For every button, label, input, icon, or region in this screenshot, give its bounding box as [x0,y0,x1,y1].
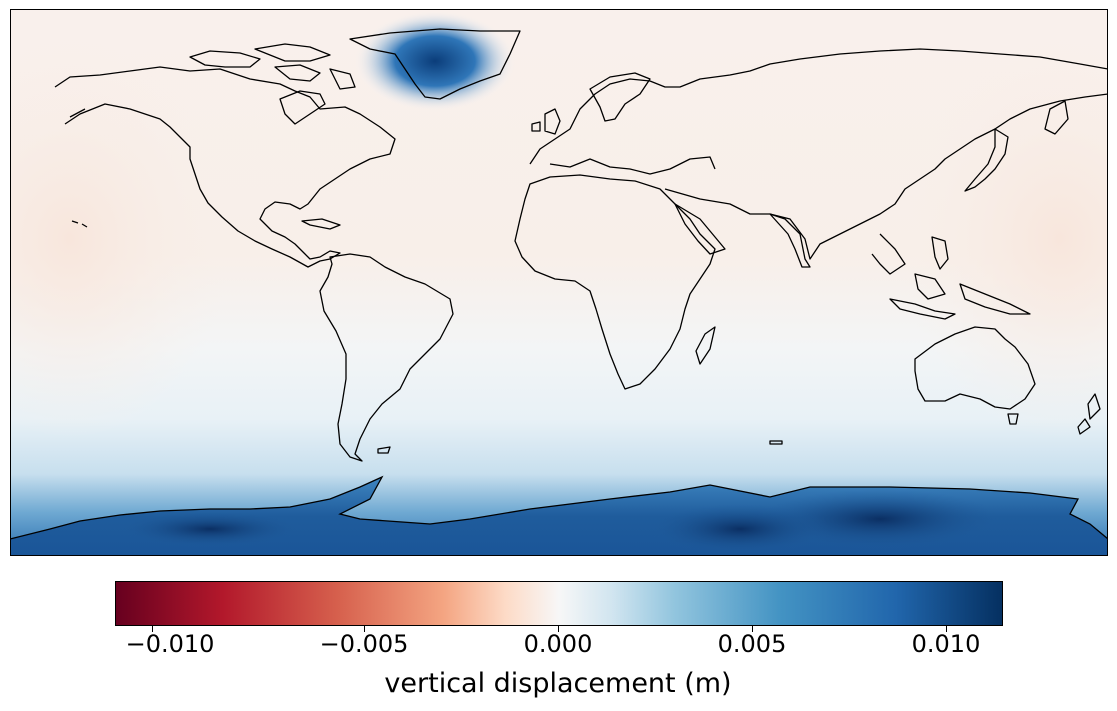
kamchatka [1044,100,1069,135]
antarctica-east-anomaly-2 [650,504,830,554]
world-map [10,9,1108,556]
coastlines [54,28,1108,462]
colorbar-tick [152,626,153,632]
british-isles [531,108,561,135]
colorbar-gradient [115,581,1003,626]
colorbar-tick-label: 0.000 [523,630,593,658]
pacific-ocean-anomaly-east [900,39,1108,439]
colorbar-tick [558,626,559,632]
arctic-islands [189,43,356,90]
europe-coast [529,48,1108,175]
colorbar-tick [364,626,365,632]
tasmania [1007,413,1019,425]
greenland-coast [349,28,521,100]
colorbar-tick-label: 0.010 [911,630,981,658]
hudson-bay [279,90,326,125]
antarctica-west-anomaly [120,511,300,547]
india [769,213,811,268]
greenland-anomaly [355,11,515,111]
japan [964,128,1009,192]
philippines [931,236,949,270]
falklands [377,446,391,454]
colorbar-title: vertical displacement (m) [384,668,732,699]
australia-coast [914,326,1036,410]
colorbar-tick [752,626,753,632]
new-zealand [1077,393,1101,435]
hawaii [71,220,88,228]
colorbar-tick-label: −0.005 [319,630,409,658]
madagascar [695,326,716,365]
indonesia [889,273,1031,320]
colorbar-tick-label: −0.010 [125,630,215,658]
map-panel [10,9,1108,556]
cuba [301,218,341,230]
colorbar-container [115,581,1003,626]
north-america-coast [54,66,396,268]
africa-coast [514,174,716,390]
south-georgia [769,440,783,445]
colorbar-tick-label: 0.005 [717,630,787,658]
arabian-peninsula [674,203,726,255]
map-frame [10,9,1108,556]
colorbar-tick [946,626,947,632]
pacific-ocean-anomaly [10,39,230,439]
scandinavia [589,72,651,122]
south-america-coast [319,253,454,462]
